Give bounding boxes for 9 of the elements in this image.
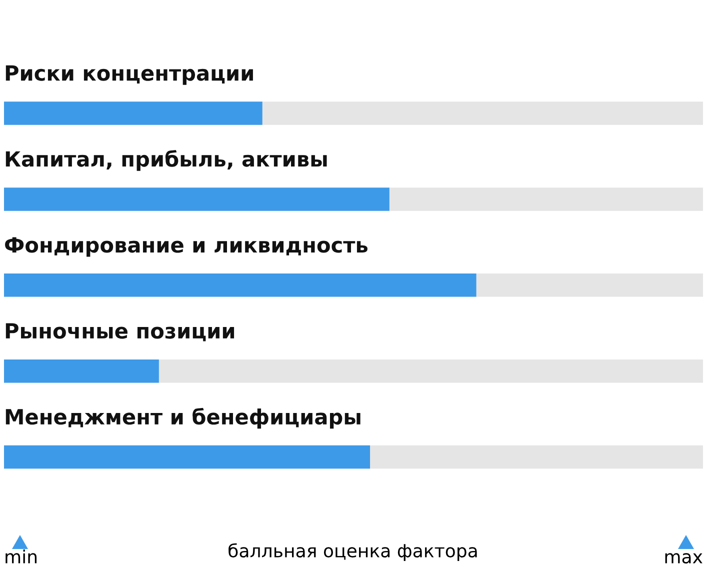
text: max [665,553,702,564]
bar [4,359,159,383]
y-tick-label: Риски концентрации [6,65,253,85]
y-tick-label: Фондирование и ликвидность [5,237,368,257]
y-tick-label: Рыночные позиции [6,323,234,342]
y-tick-label: Менеджмент и бенефициары [6,408,360,429]
x-axis-title: балльная оценка фактора [228,543,477,561]
y-tick-label: Капитал, прибыль, активы [6,150,327,171]
text: min [6,550,37,564]
